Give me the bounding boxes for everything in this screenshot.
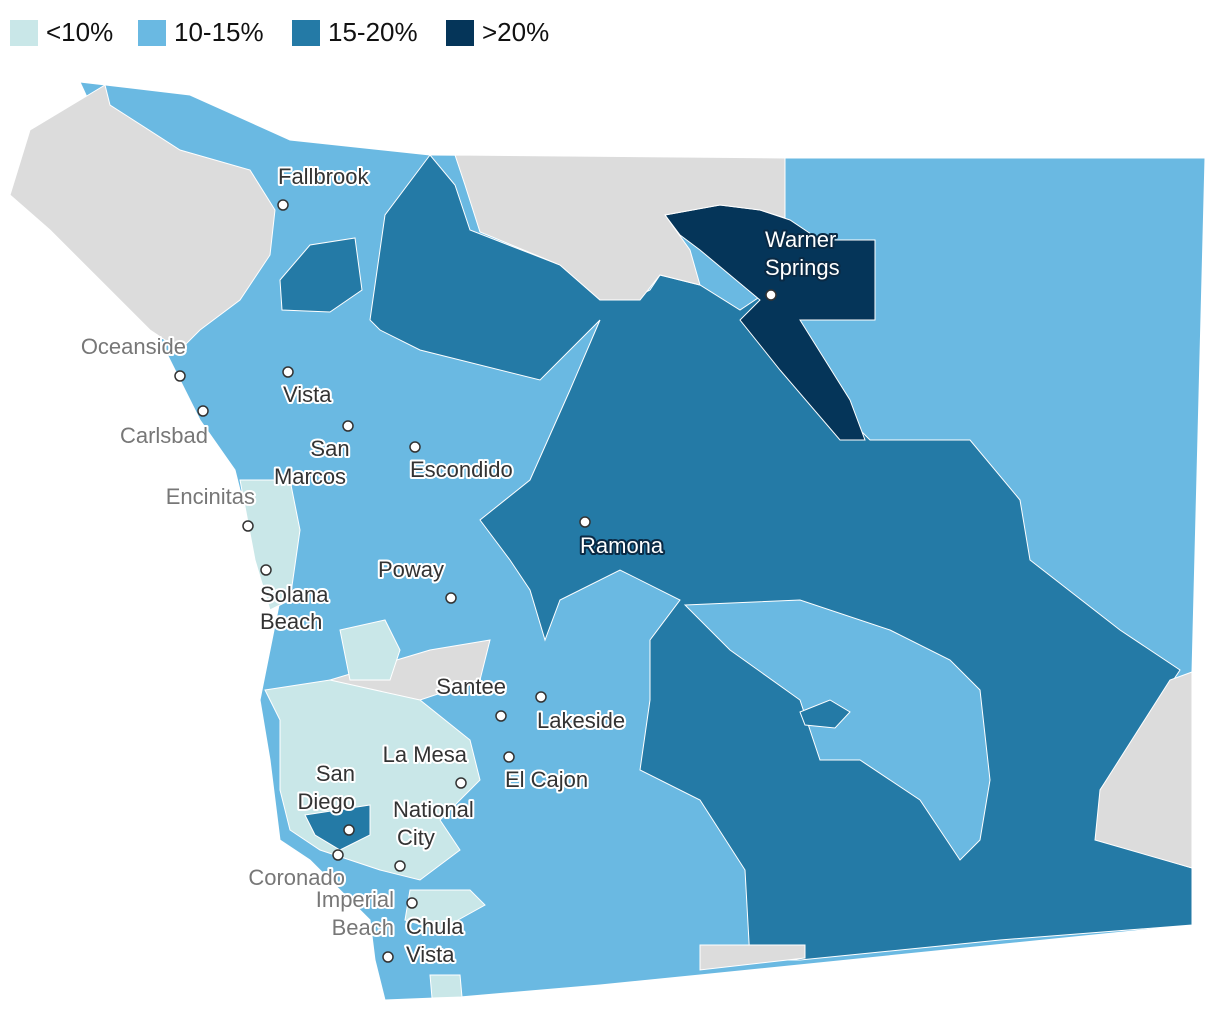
place-dot (455, 777, 467, 789)
place-label: Coronado (248, 865, 345, 890)
place-dot (503, 751, 515, 763)
place-label: Vista (283, 382, 332, 407)
place-dot (242, 520, 254, 532)
legend-swatch (10, 20, 38, 46)
place-dot (332, 849, 344, 861)
place-label: San (316, 761, 355, 786)
region (239, 479, 301, 611)
place-label: Escondido (410, 457, 513, 482)
place-label: Beach (260, 609, 322, 634)
place-label: Marcos (274, 464, 346, 489)
place-dot (342, 420, 354, 432)
place-dot (445, 592, 457, 604)
place-label: Warner (765, 227, 836, 252)
legend-label: <10% (46, 17, 113, 47)
region (404, 889, 486, 931)
region (429, 974, 463, 999)
place-label: Springs (765, 255, 840, 280)
no-data (699, 944, 806, 971)
regions (9, 81, 1206, 1001)
place-label: Fallbrook (278, 164, 369, 189)
place-dot (406, 897, 418, 909)
place-dot (579, 516, 591, 528)
place-label: Beach (332, 915, 394, 940)
place-dot (282, 366, 294, 378)
place-label: Solana (260, 582, 329, 607)
place-label: Diego (298, 789, 355, 814)
place-dot (765, 289, 777, 301)
place-label: Chula (406, 914, 464, 939)
place-dot (343, 824, 355, 836)
no-data (9, 84, 276, 351)
place-dot (382, 951, 394, 963)
legend: <10% 10-15% 15-20% >20% (10, 17, 549, 47)
place-label: National (393, 797, 474, 822)
place-label: Carlsbad (120, 423, 208, 448)
no-data (1094, 671, 1193, 869)
region (799, 699, 851, 729)
place-dot (174, 370, 186, 382)
region (683, 599, 991, 861)
place-dot (535, 691, 547, 703)
place-label: Lakeside (537, 708, 625, 733)
place-label: Poway (378, 557, 444, 582)
legend-swatch (138, 20, 166, 46)
place-label: Santee (436, 674, 506, 699)
legend-swatch (292, 20, 320, 46)
place-label: City (397, 825, 435, 850)
place-label: San (310, 436, 349, 461)
place-dot (394, 860, 406, 872)
place-dot (409, 441, 421, 453)
places: Fallbrook Oceanside Vista Carlsbad San M… (79, 162, 842, 969)
place-label: Ramona (580, 533, 664, 558)
place-label: Encinitas (166, 484, 255, 509)
legend-label: >20% (482, 17, 549, 47)
place-dot (277, 199, 289, 211)
region (279, 237, 363, 313)
legend-label: 15-20% (328, 17, 418, 47)
place-label: El Cajon (505, 767, 588, 792)
region (304, 804, 371, 851)
no-data (454, 154, 786, 301)
place-dot (495, 710, 507, 722)
place-dot (197, 405, 209, 417)
place-dot (260, 564, 272, 576)
place-label: La Mesa (383, 742, 468, 767)
place-label: Imperial (316, 887, 394, 912)
place-label: Oceanside (81, 334, 186, 359)
region (339, 619, 401, 681)
legend-swatch (446, 20, 474, 46)
legend-label: 10-15% (174, 17, 264, 47)
place-label: Vista (406, 942, 455, 967)
